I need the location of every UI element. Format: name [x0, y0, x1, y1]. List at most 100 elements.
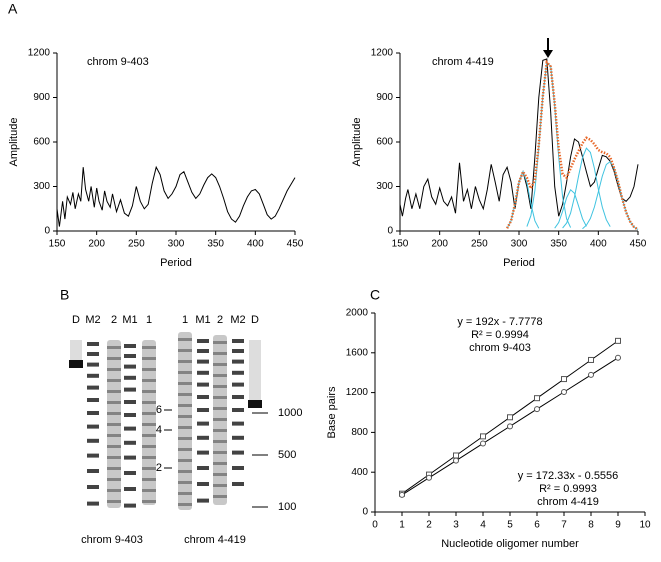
gel-band — [178, 349, 192, 352]
gel-band — [87, 342, 99, 346]
gel-band — [178, 382, 192, 385]
gel-band — [87, 438, 99, 443]
gel-band — [124, 440, 136, 445]
marker-label: 2 — [156, 462, 162, 474]
data-line — [506, 170, 540, 229]
gel-band — [197, 349, 209, 353]
gel-band — [197, 435, 209, 440]
gel-band — [142, 346, 156, 349]
y-tick-label: 0 — [387, 226, 393, 237]
gel-band — [197, 370, 209, 375]
gel-band — [124, 354, 136, 358]
x-tick-label: 6 — [534, 520, 540, 531]
gel-band — [142, 412, 156, 415]
point — [399, 491, 405, 498]
x-tick-label: 300 — [168, 239, 185, 250]
gel-band — [107, 357, 121, 360]
x-axis-label: Nucleotide oligomer number — [441, 538, 579, 550]
gel-band — [142, 401, 156, 404]
gel-band — [232, 349, 244, 353]
y-tick-label: 300 — [33, 181, 50, 192]
gel-band — [232, 370, 244, 375]
gel-band — [213, 396, 227, 399]
gel-band — [213, 429, 227, 432]
gel-band — [197, 359, 209, 364]
point — [588, 356, 594, 363]
y-tick-label: 600 — [376, 137, 393, 148]
gel-band — [142, 500, 156, 503]
gel-band — [124, 364, 136, 369]
gel-caption: chrom 4-419 — [184, 534, 246, 546]
point — [453, 457, 459, 464]
y-tick-label: 2000 — [346, 308, 369, 319]
x-tick-label: 2 — [426, 520, 432, 531]
gel-band — [124, 344, 136, 348]
gel-band — [87, 385, 99, 390]
size-label: 100 — [278, 501, 296, 513]
gel-band — [232, 450, 244, 455]
gel-band — [232, 435, 244, 440]
gel-band — [69, 360, 83, 368]
x-tick-label: 250 — [471, 239, 488, 250]
gel-band — [107, 467, 121, 470]
gel-band — [124, 400, 136, 404]
gel-band — [232, 482, 244, 486]
lane-label: M2 — [230, 314, 245, 326]
gel-band — [142, 434, 156, 437]
gel-band — [178, 360, 192, 363]
annotation: y = 192x - 7.7778 — [457, 316, 542, 328]
gel-band — [178, 503, 192, 506]
point — [534, 406, 540, 413]
y-axis-label: Amplitude — [8, 118, 20, 167]
gel-band — [142, 489, 156, 492]
gel-band — [178, 492, 192, 495]
gel-band — [178, 393, 192, 396]
x-tick-label: 1 — [399, 520, 405, 531]
x-tick-label: 400 — [247, 239, 264, 250]
x-tick-label: 4 — [480, 520, 486, 531]
size-label: 500 — [278, 449, 296, 461]
x-tick-label: 150 — [392, 239, 409, 250]
gel-band — [124, 455, 136, 460]
x-axis-label: Period — [160, 257, 192, 269]
gel-band — [232, 408, 244, 412]
gel-band — [107, 346, 121, 349]
gel-band — [197, 482, 209, 486]
gel-band — [232, 466, 244, 470]
size-label: 1000 — [278, 407, 302, 419]
gel-band — [197, 382, 209, 387]
y-tick-label: 900 — [33, 92, 50, 103]
gel-band — [142, 467, 156, 470]
fit-curve — [505, 59, 639, 231]
data-line — [554, 188, 587, 229]
point — [561, 376, 567, 383]
gel-band — [197, 450, 209, 455]
gel-band — [87, 352, 99, 356]
lane-label: D — [72, 314, 80, 326]
gel-band — [232, 395, 244, 399]
gel-band — [213, 473, 227, 476]
gel-smear — [249, 340, 261, 400]
gel-band — [232, 339, 244, 343]
y-tick-label: 0 — [362, 507, 368, 518]
gel-band — [107, 434, 121, 437]
gel-band — [197, 421, 209, 426]
y-tick-label: 1200 — [371, 48, 394, 59]
gel-band — [87, 362, 99, 367]
gel-band — [178, 437, 192, 440]
gel-band — [213, 341, 227, 344]
x-tick-label: 450 — [287, 239, 304, 250]
x-axis-label: Period — [503, 257, 535, 269]
gel-caption: chrom 9-403 — [81, 534, 143, 546]
gel-band — [107, 379, 121, 382]
gel-band — [107, 478, 121, 481]
gel-band — [107, 500, 121, 503]
gel-band — [248, 400, 262, 408]
gel-band — [178, 404, 192, 407]
point — [426, 474, 432, 481]
panel-label: C — [370, 287, 380, 303]
point — [480, 440, 486, 447]
gel-band — [178, 415, 192, 418]
gel-band — [142, 423, 156, 426]
